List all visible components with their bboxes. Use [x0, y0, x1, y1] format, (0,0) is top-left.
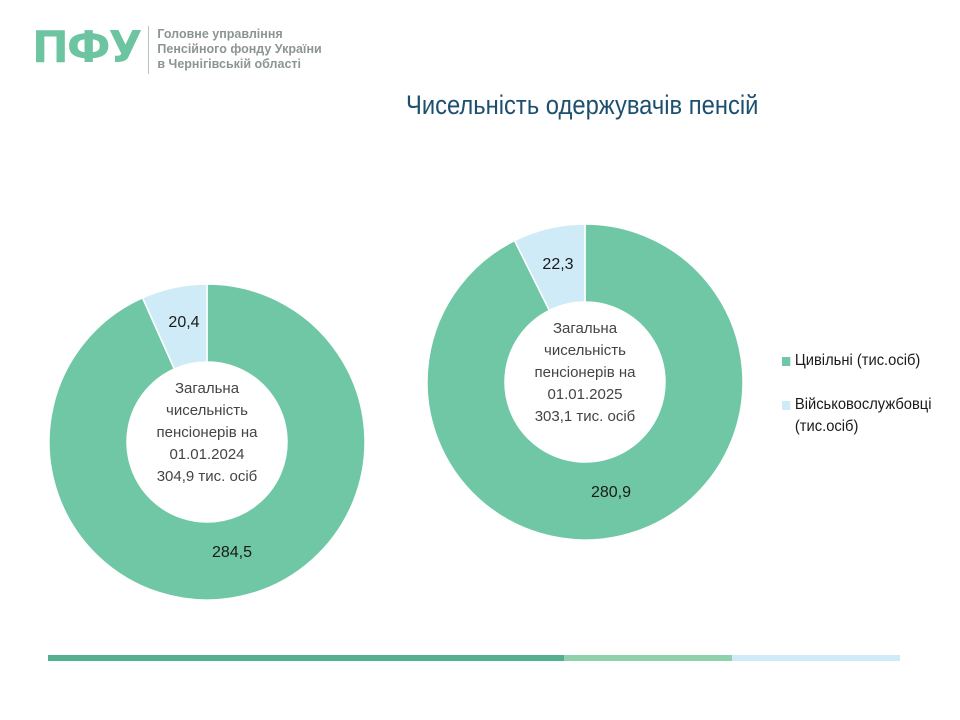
logo-divider [148, 26, 150, 74]
donut-2-center-text-line: 303,1 тис. осіб [535, 408, 636, 425]
legend-item-civil: Цивільні (тис.осіб) [782, 350, 931, 372]
donut-1-value-label-civil: 284,5 [212, 544, 252, 561]
donut-2-slice-military [513, 223, 586, 312]
organization-line: Пенсійного фонду України [157, 42, 322, 56]
donut-1-center-text-line: Загальна [175, 380, 240, 397]
logo: ПФУ Головне управління Пенсійного фонду … [32, 24, 322, 74]
legend-swatch-military [782, 401, 791, 410]
donut-2-value-label-military: 22,3 [542, 256, 573, 273]
page-title: Чисельність одержувачів пенсій [406, 90, 759, 120]
donut-2-center-text-line: 01.01.2025 [547, 386, 622, 403]
legend-swatch-civil [782, 357, 791, 366]
donut-1-value-label-military: 20,4 [168, 314, 199, 331]
legend-label-military-unit: (тис.осіб) [794, 418, 859, 435]
donut-1-center-text-line: 01.01.2024 [169, 446, 244, 463]
donut-2-center-text-line: чисельність [544, 342, 626, 359]
donut-2-center-text-line: пенсіонерів на [535, 364, 637, 381]
donut-1-center-text-line: пенсіонерів на [157, 424, 259, 441]
donut-1-center-text-line: 304,9 тис. осіб [157, 468, 258, 485]
footer-bar [48, 655, 900, 661]
organization-name: Головне управління Пенсійного фонду Укра… [157, 24, 321, 72]
footer-bar-segment [48, 655, 564, 661]
organization-line: Головне управління [157, 27, 283, 41]
chart-legend: Цивільні (тис.осіб) Військовослужбовці (… [782, 350, 944, 438]
donut-2-value-label-civil: 280,9 [591, 484, 631, 501]
donut-2-center-text-line: Загальна [553, 320, 618, 337]
organization-line: в Чернігівській області [157, 57, 302, 71]
donut-1-slice-military [141, 283, 208, 370]
footer-bar-segment [732, 655, 900, 661]
legend-item-military: Військовослужбовці (тис.осіб) [782, 394, 931, 438]
donut-2-slice-civil [426, 223, 744, 541]
legend-label-civil: Цивільні (тис.осіб) [794, 352, 921, 369]
footer-bar-segment [564, 655, 732, 661]
donut-1-slice-civil [48, 283, 366, 601]
legend-label-military: Військовослужбовці [794, 396, 932, 413]
pfu-logo-mark: ПФУ [32, 22, 142, 73]
donut-1-center-text-line: чисельність [166, 402, 248, 419]
